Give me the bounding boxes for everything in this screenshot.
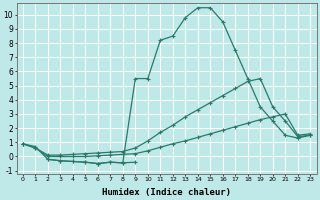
- X-axis label: Humidex (Indice chaleur): Humidex (Indice chaleur): [102, 188, 231, 197]
